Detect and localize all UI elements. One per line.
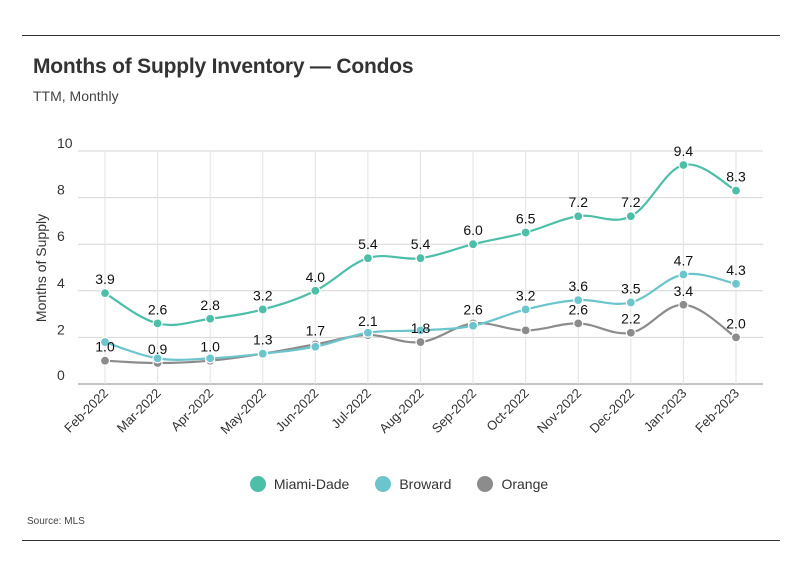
data-label: 2.1 bbox=[358, 313, 378, 329]
x-tick-label: Sep-2022 bbox=[429, 386, 479, 436]
x-tick-label: Feb-2022 bbox=[61, 386, 111, 436]
x-tick-label: Dec-2022 bbox=[586, 386, 636, 436]
x-tick-label: Feb-2023 bbox=[692, 386, 742, 436]
data-label: 1.3 bbox=[253, 332, 273, 348]
data-label: 6.5 bbox=[516, 211, 536, 227]
legend-swatch bbox=[249, 476, 266, 492]
chart-subtitle: TTM, Monthly bbox=[33, 88, 119, 104]
top-rule bbox=[22, 35, 780, 36]
data-point bbox=[99, 336, 111, 348]
data-label: 1.7 bbox=[306, 322, 326, 338]
legend-item: Miami-Dade bbox=[249, 476, 350, 492]
legend-swatch bbox=[375, 476, 392, 492]
data-point bbox=[625, 327, 636, 338]
data-label: 1.0 bbox=[95, 339, 115, 355]
data-label: 7.2 bbox=[621, 194, 641, 210]
data-label: 8.3 bbox=[726, 169, 746, 185]
data-label: 2.6 bbox=[569, 301, 589, 317]
legend-item: Orange bbox=[477, 476, 548, 492]
data-point bbox=[625, 211, 636, 222]
data-label: 3.2 bbox=[253, 287, 273, 303]
data-point bbox=[257, 348, 268, 359]
legend-label: Miami-Dade bbox=[273, 476, 350, 492]
x-tick-label: Aug-2022 bbox=[376, 386, 426, 436]
legend-swatch bbox=[477, 476, 494, 492]
data-point bbox=[730, 185, 742, 196]
data-label: 4.3 bbox=[726, 262, 746, 278]
data-label: 2.0 bbox=[726, 315, 746, 331]
y-tick-label: 10 bbox=[57, 135, 73, 151]
data-label: 6.0 bbox=[463, 222, 483, 238]
y-tick-label: 4 bbox=[57, 275, 65, 291]
data-point bbox=[520, 304, 531, 315]
data-label: 3.6 bbox=[569, 278, 589, 294]
data-point bbox=[205, 313, 216, 324]
data-point bbox=[257, 304, 268, 315]
data-label: 7.2 bbox=[569, 194, 589, 210]
y-tick-label: 2 bbox=[57, 321, 65, 337]
legend-label: Orange bbox=[501, 476, 549, 492]
x-tick-label: Mar-2022 bbox=[114, 386, 164, 436]
data-point bbox=[573, 211, 584, 222]
x-tick-label: Oct-2022 bbox=[483, 386, 531, 434]
x-tick-label: Nov-2022 bbox=[534, 386, 584, 436]
data-label: 9.4 bbox=[674, 143, 694, 159]
data-point bbox=[520, 227, 531, 238]
data-point bbox=[310, 341, 321, 352]
x-tick-label: Apr-2022 bbox=[168, 386, 216, 434]
data-point bbox=[730, 332, 742, 343]
data-point bbox=[152, 353, 163, 364]
data-point bbox=[99, 288, 111, 299]
y-tick-label: 0 bbox=[57, 367, 65, 383]
data-label: 2.6 bbox=[148, 301, 168, 317]
x-tick-label: Jun-2022 bbox=[273, 386, 322, 435]
data-label: 3.9 bbox=[95, 271, 115, 287]
data-label: 2.6 bbox=[463, 301, 483, 317]
data-label: 2.8 bbox=[200, 297, 220, 313]
x-tick-label: Jan-2023 bbox=[641, 386, 690, 435]
data-label: 1.0 bbox=[200, 339, 220, 355]
x-tick-label: May-2022 bbox=[217, 386, 268, 437]
data-label: 5.4 bbox=[411, 236, 431, 252]
data-label: 2.2 bbox=[621, 311, 641, 327]
legend-item: Broward bbox=[375, 476, 451, 492]
data-point bbox=[678, 269, 689, 280]
data-point bbox=[310, 285, 321, 296]
chart-title: Months of Supply Inventory — Condos bbox=[33, 55, 414, 78]
data-point bbox=[415, 336, 426, 348]
data-point bbox=[152, 318, 163, 329]
data-point bbox=[415, 253, 426, 264]
data-point bbox=[205, 353, 216, 364]
y-tick-label: 8 bbox=[57, 182, 65, 198]
data-point bbox=[415, 325, 426, 336]
data-point bbox=[467, 320, 479, 331]
y-tick-label: 6 bbox=[57, 228, 65, 244]
y-axis-label: Months of Supply bbox=[33, 214, 49, 322]
data-label: 4.0 bbox=[306, 269, 326, 285]
data-point bbox=[678, 299, 689, 310]
chart-legend: Miami-Dade Broward Orange bbox=[0, 476, 798, 492]
data-point bbox=[520, 325, 531, 336]
data-point bbox=[730, 278, 742, 289]
source-note: Source: MLS bbox=[27, 516, 85, 527]
data-point bbox=[362, 253, 374, 264]
data-label: 0.9 bbox=[148, 341, 168, 357]
data-point bbox=[573, 295, 584, 306]
data-point bbox=[467, 239, 479, 250]
legend-label: Broward bbox=[399, 476, 452, 492]
data-point bbox=[678, 159, 689, 171]
data-label: 3.4 bbox=[674, 283, 694, 299]
x-tick-label: Jul-2022 bbox=[328, 386, 374, 432]
data-point bbox=[625, 297, 636, 308]
data-label: 4.7 bbox=[674, 252, 694, 268]
bottom-rule bbox=[22, 540, 780, 541]
data-label: 1.8 bbox=[411, 320, 431, 336]
data-label: 5.4 bbox=[358, 236, 378, 252]
data-label: 3.2 bbox=[516, 287, 536, 303]
data-point bbox=[362, 327, 374, 338]
data-point bbox=[99, 355, 111, 366]
data-point bbox=[573, 318, 584, 329]
data-label: 3.5 bbox=[621, 280, 641, 296]
